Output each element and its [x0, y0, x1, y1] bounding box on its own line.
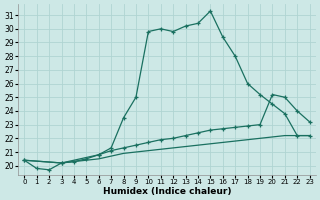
X-axis label: Humidex (Indice chaleur): Humidex (Indice chaleur) — [103, 187, 231, 196]
